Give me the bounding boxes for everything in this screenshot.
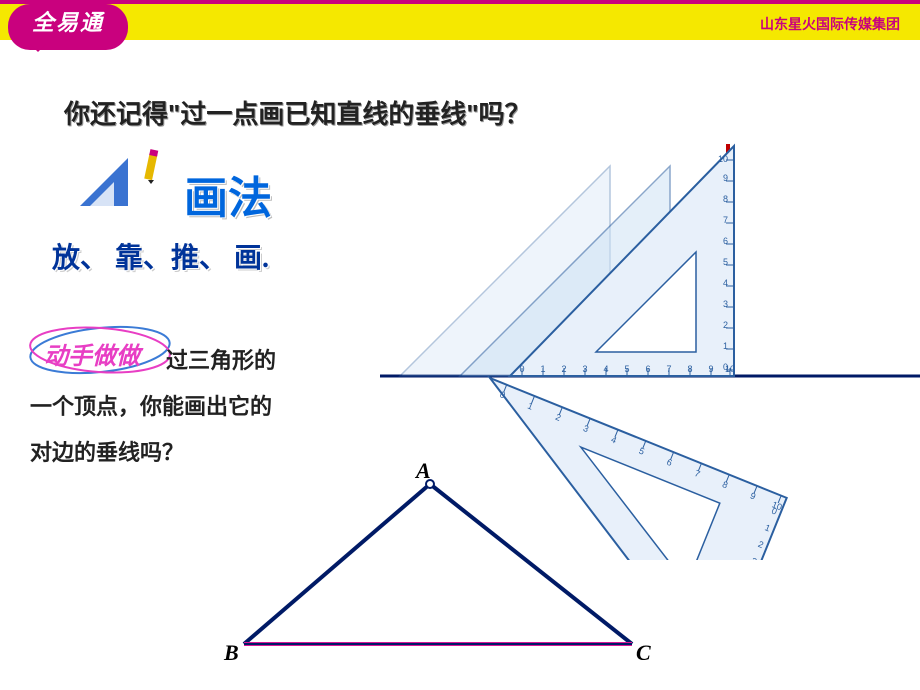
vertex-b: B <box>224 640 239 666</box>
logo-bubble: 全易通 <box>8 4 128 50</box>
triangle-abc: A B C <box>204 466 664 666</box>
triangle-icon <box>74 152 134 212</box>
question-triangle-vertex: 过三角形的一个顶点，你能画出它的对边的垂线吗？ <box>30 338 290 476</box>
company-name: 山东星火国际传媒集团 <box>760 14 900 34</box>
vertex-c: C <box>636 640 651 666</box>
logo-text: 全易通 <box>32 10 104 35</box>
pencil-icon <box>140 148 166 184</box>
method-icon-block <box>74 152 134 212</box>
svg-text:10: 10 <box>718 154 728 164</box>
method-steps: 放、 靠、推、 画. <box>52 236 269 276</box>
method-title: 画法 <box>184 162 272 226</box>
vertex-a: A <box>416 458 431 484</box>
